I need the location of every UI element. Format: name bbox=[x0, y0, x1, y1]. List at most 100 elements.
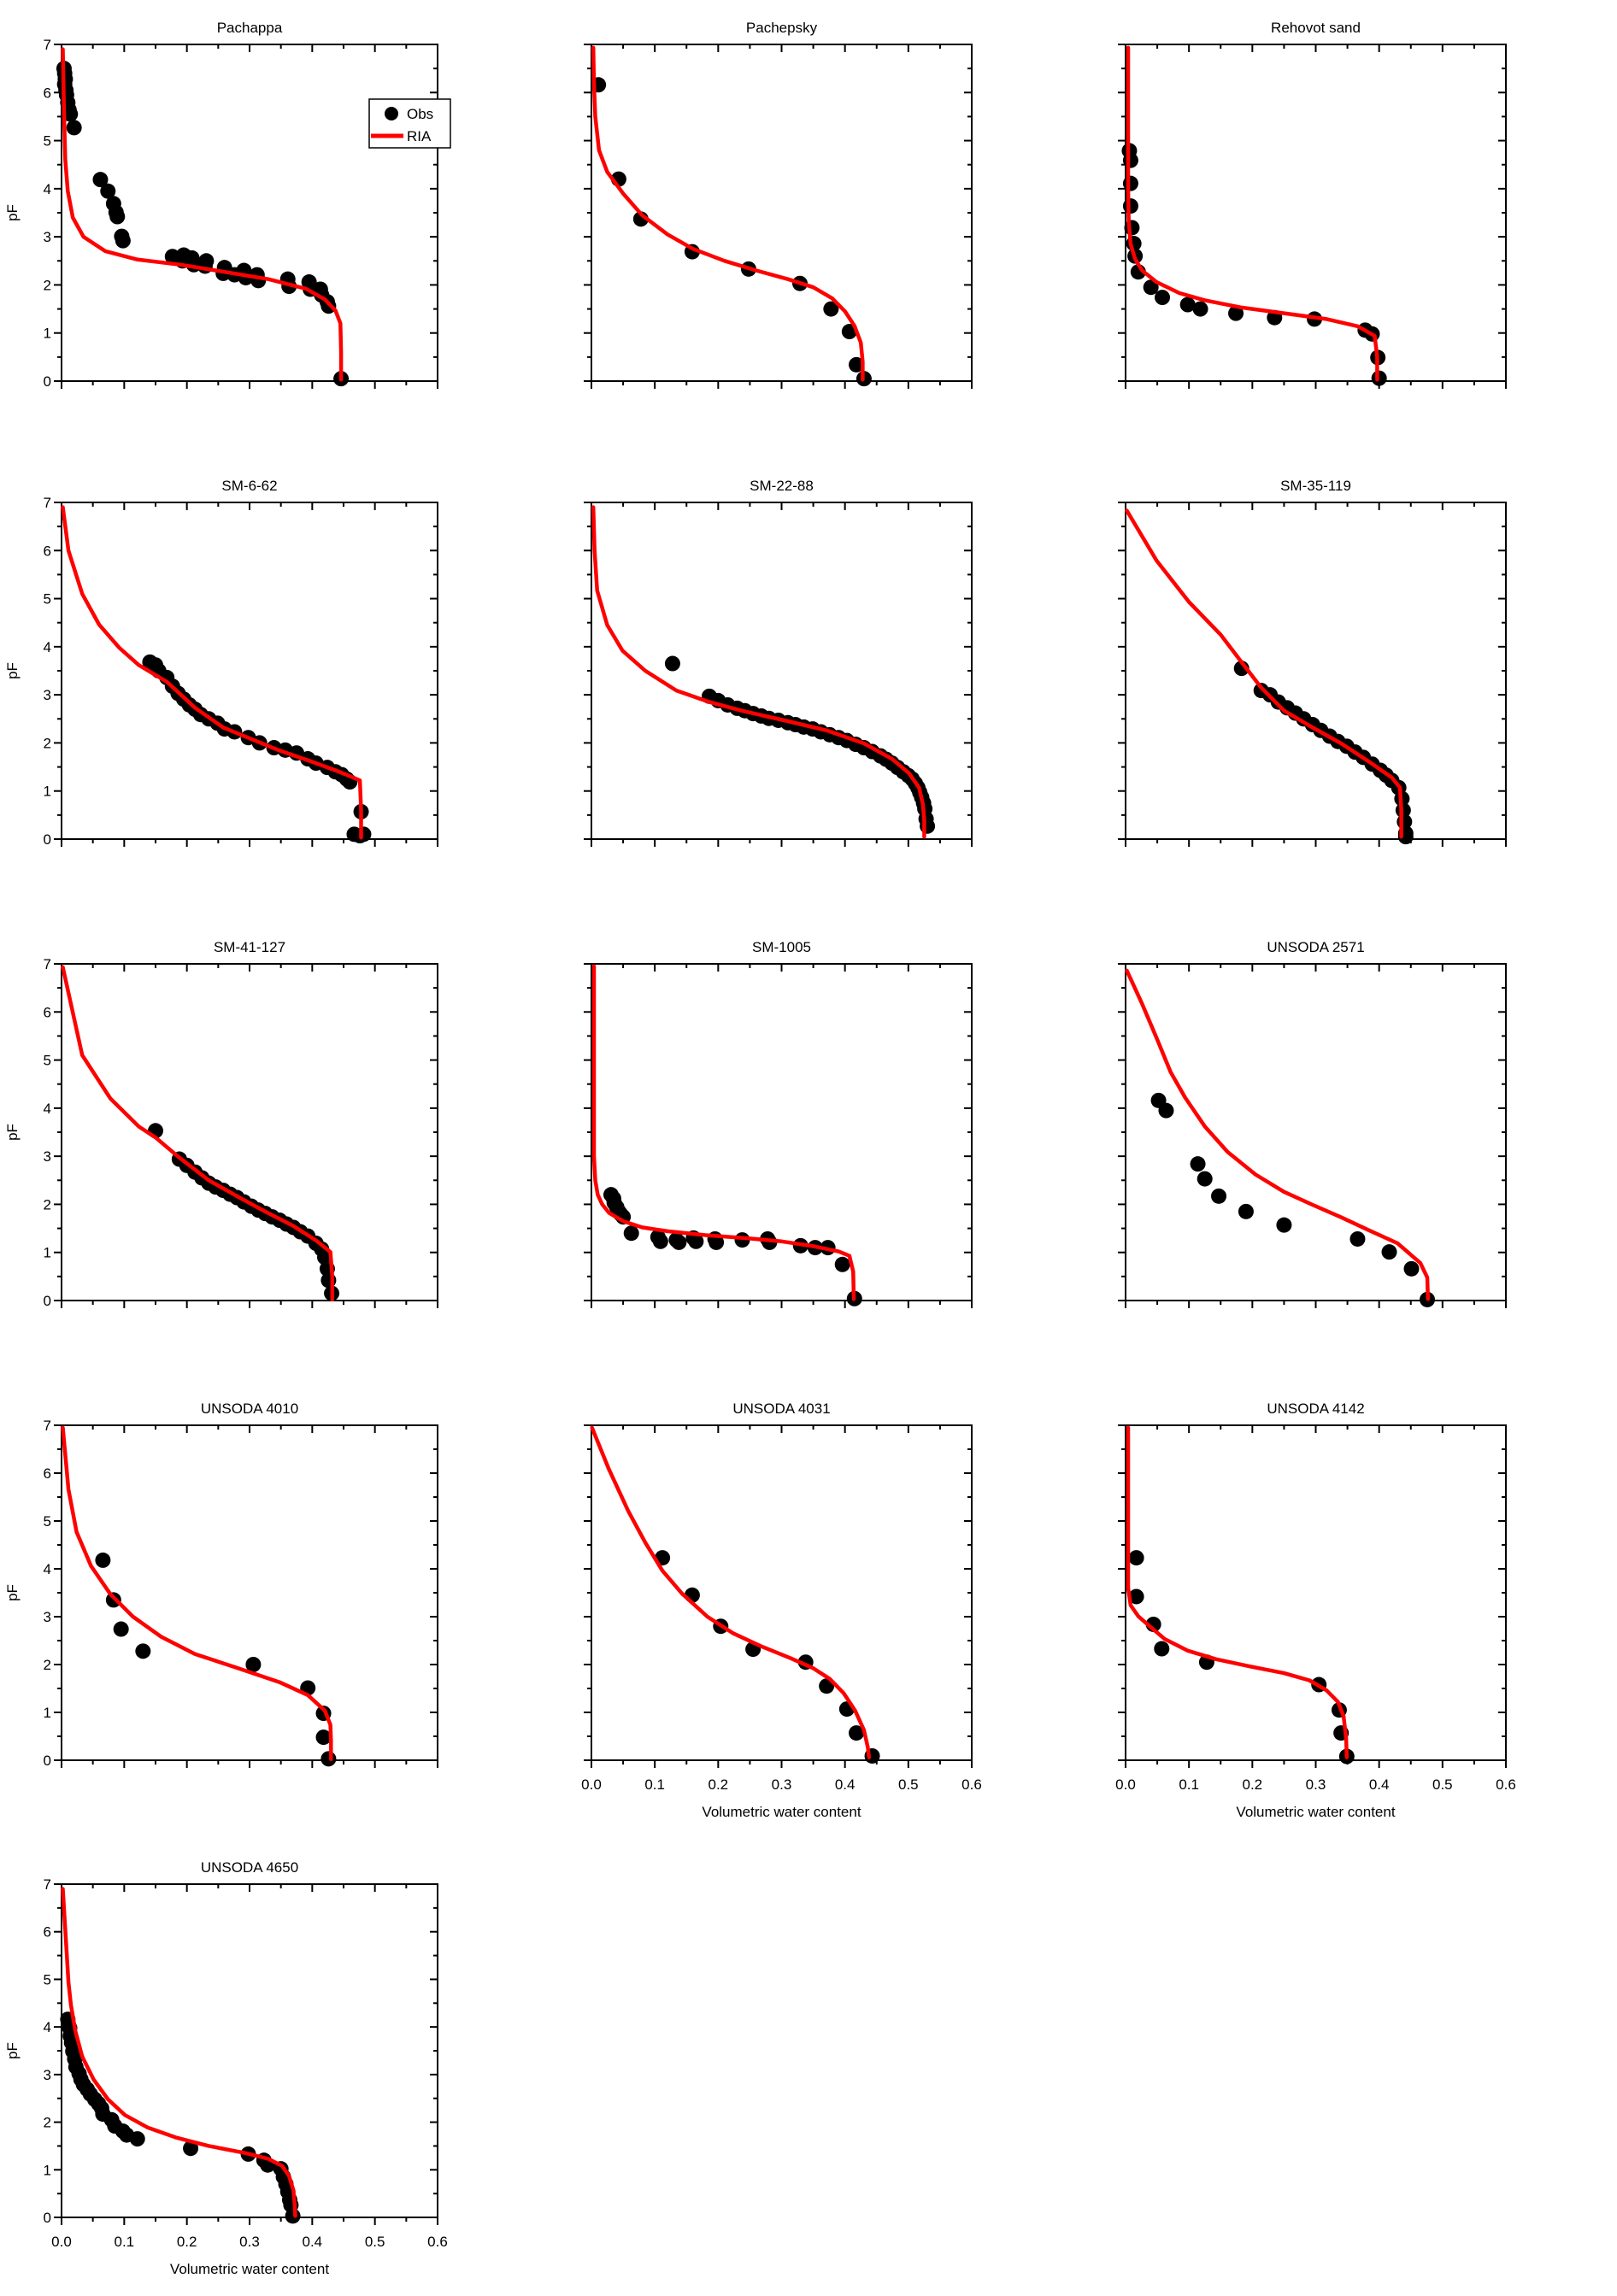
ria-curve bbox=[61, 1887, 297, 2218]
subplot-title: UNSODA 2571 bbox=[1267, 939, 1364, 955]
obs-point bbox=[92, 172, 109, 188]
obs-point bbox=[1122, 175, 1138, 191]
svg-text:7: 7 bbox=[44, 1418, 51, 1434]
ria-curve bbox=[1125, 508, 1403, 839]
obs-point bbox=[652, 1233, 668, 1249]
obs-point bbox=[1124, 220, 1140, 236]
legend-obs-label: Obs bbox=[407, 106, 433, 122]
axis-ticks bbox=[54, 963, 438, 1308]
svg-text:0.3: 0.3 bbox=[239, 2234, 260, 2250]
svg-text:3: 3 bbox=[44, 1609, 51, 1625]
svg-text:0.2: 0.2 bbox=[177, 2234, 197, 2250]
plot-frame bbox=[591, 502, 973, 840]
obs-point bbox=[1349, 1230, 1366, 1247]
subplot-sm-6-62: SM-6-62 0 1 2 3 4 5 6 7 pF bbox=[4, 478, 438, 848]
svg-text:6: 6 bbox=[44, 85, 51, 101]
obs-point bbox=[834, 1256, 850, 1272]
subplot-title: SM-22-88 bbox=[750, 478, 814, 494]
svg-text:0: 0 bbox=[44, 2210, 51, 2226]
obs-point bbox=[849, 1725, 865, 1741]
obs-point bbox=[1276, 1217, 1292, 1233]
subplot-unsoda-4142: UNSODA 4142 0.0 0.1 0.2 0.3 0.4 0.5 0.6 Volumetr… bbox=[1115, 1401, 1516, 1820]
svg-text:0.2: 0.2 bbox=[709, 1776, 729, 1793]
ria-curve bbox=[1125, 968, 1431, 1301]
obs-point bbox=[1197, 1171, 1213, 1187]
svg-text:6: 6 bbox=[44, 1004, 51, 1020]
svg-text:0.1: 0.1 bbox=[644, 1776, 665, 1793]
obs-point bbox=[1122, 152, 1138, 168]
ria-curve bbox=[61, 505, 363, 840]
x-tick-labels: 0.0 0.1 0.2 0.3 0.4 0.5 0.6 bbox=[51, 2234, 448, 2250]
svg-text:0.4: 0.4 bbox=[835, 1776, 856, 1793]
obs-point bbox=[664, 655, 680, 672]
svg-text:7: 7 bbox=[44, 956, 51, 972]
svg-text:0.6: 0.6 bbox=[961, 1776, 982, 1793]
plot-frame bbox=[61, 1424, 438, 1761]
svg-text:0.6: 0.6 bbox=[427, 2234, 448, 2250]
svg-text:2: 2 bbox=[44, 277, 51, 293]
svg-text:0.0: 0.0 bbox=[581, 1776, 602, 1793]
ria-curve bbox=[61, 47, 344, 382]
subplot-unsoda-4031: UNSODA 4031 0.0 0.1 0.2 0.3 0.4 0.5 0.6 Volumetr… bbox=[581, 1401, 982, 1820]
svg-text:4: 4 bbox=[44, 639, 51, 655]
svg-text:6: 6 bbox=[44, 1924, 51, 1941]
axis-ticks bbox=[584, 1424, 973, 1768]
axis-ticks bbox=[584, 963, 973, 1308]
obs-point bbox=[356, 826, 372, 843]
plot-frame bbox=[1125, 963, 1507, 1301]
obs-point bbox=[1143, 279, 1159, 296]
obs-point bbox=[245, 1657, 262, 1672]
subplot-sm-1005: SM-1005 bbox=[584, 939, 973, 1308]
obs-point bbox=[1158, 1102, 1174, 1119]
axis-ticks bbox=[1118, 963, 1507, 1308]
x-axis-label: Volumetric water content bbox=[702, 1804, 861, 1820]
plot-frame bbox=[61, 502, 438, 840]
obs-point bbox=[823, 301, 839, 317]
axis-ticks bbox=[1118, 502, 1507, 847]
svg-text:4: 4 bbox=[44, 181, 51, 197]
svg-text:3: 3 bbox=[44, 1148, 51, 1165]
subplot-sm-35-119: SM-35-119 bbox=[1118, 478, 1507, 847]
plot-frame bbox=[61, 1883, 438, 2218]
subplot-title: SM-41-127 bbox=[214, 939, 285, 955]
obs-point bbox=[1211, 1188, 1227, 1204]
svg-text:7: 7 bbox=[44, 495, 51, 511]
obs-point bbox=[1371, 370, 1387, 386]
svg-text:6: 6 bbox=[44, 543, 51, 559]
obs-point bbox=[671, 1234, 687, 1250]
svg-text:0.5: 0.5 bbox=[1432, 1776, 1453, 1793]
svg-text:0.5: 0.5 bbox=[365, 2234, 385, 2250]
y-tick-labels: 0 1 2 3 4 5 6 7 bbox=[44, 956, 51, 1309]
ria-curve bbox=[591, 45, 865, 382]
plot-frame bbox=[1125, 44, 1507, 382]
obs-point bbox=[100, 183, 116, 199]
obs-points bbox=[664, 655, 936, 834]
y-axis-label: pF bbox=[4, 662, 21, 679]
subplot-title: UNSODA 4010 bbox=[201, 1401, 298, 1417]
svg-text:5: 5 bbox=[44, 591, 51, 608]
subplot-rehovot-sand: Rehovot sand bbox=[1118, 20, 1507, 389]
obs-point bbox=[623, 1225, 639, 1242]
y-axis-label: pF bbox=[4, 204, 21, 221]
subplot-title: Pachappa bbox=[217, 20, 283, 36]
svg-text:0: 0 bbox=[44, 1753, 51, 1769]
ria-curve bbox=[61, 1425, 333, 1762]
svg-text:1: 1 bbox=[44, 326, 51, 342]
svg-text:1: 1 bbox=[44, 1245, 51, 1261]
subplot-pachepsky: Pachepsky bbox=[584, 20, 973, 389]
subplot-title: SM-6-62 bbox=[221, 478, 277, 494]
axis-ticks bbox=[1118, 1424, 1507, 1768]
obs-point bbox=[920, 818, 936, 834]
svg-text:5: 5 bbox=[44, 133, 51, 150]
obs-point bbox=[1238, 1203, 1254, 1219]
svg-text:0.4: 0.4 bbox=[303, 2234, 323, 2250]
svg-text:7: 7 bbox=[44, 1876, 51, 1893]
subplot-title: UNSODA 4031 bbox=[732, 1401, 830, 1417]
axis-ticks bbox=[1118, 44, 1507, 389]
axis-ticks bbox=[54, 1883, 438, 2225]
obs-point bbox=[315, 1729, 332, 1746]
subplot-title: Rehovot sand bbox=[1271, 20, 1361, 36]
svg-text:0: 0 bbox=[44, 373, 51, 390]
svg-text:1: 1 bbox=[44, 2162, 51, 2178]
y-tick-labels: 0 1 2 3 4 5 6 7 bbox=[44, 1418, 51, 1769]
